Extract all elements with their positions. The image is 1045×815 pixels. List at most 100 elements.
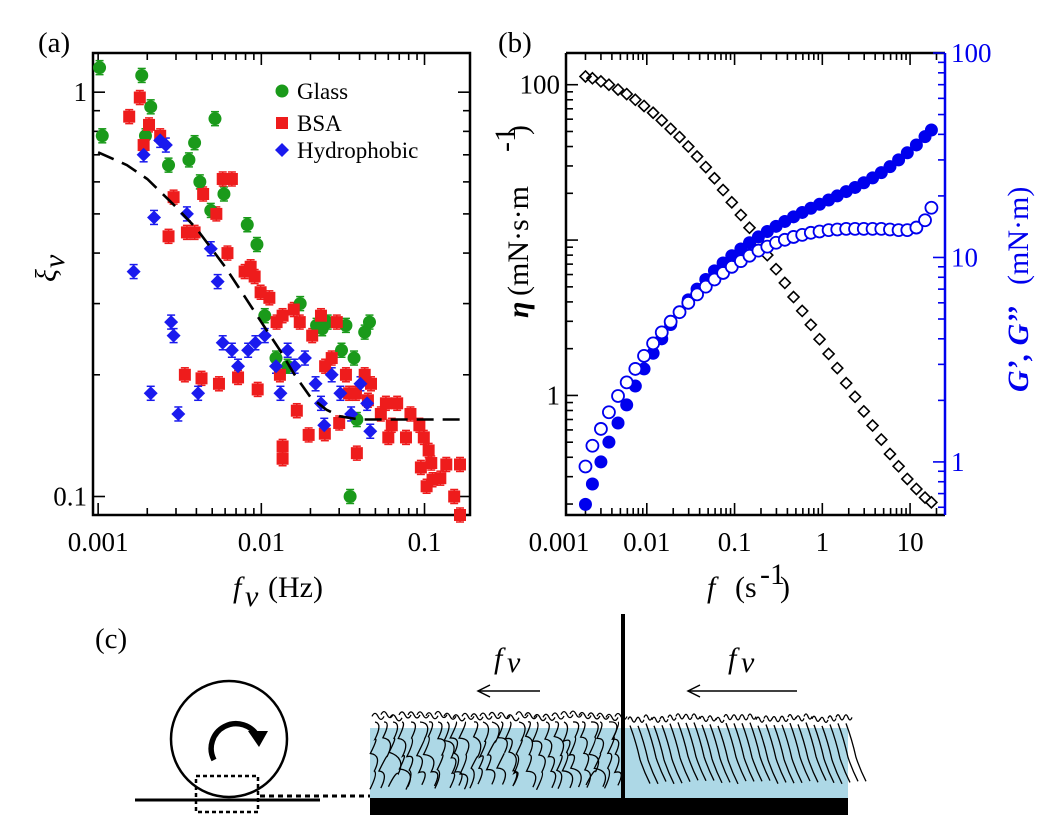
protein-head — [524, 712, 538, 720]
bsa-point — [325, 352, 338, 365]
g-label: G’, G’’ — [1002, 306, 1035, 392]
surfactant-head — [819, 716, 829, 723]
x-axis-label-f-b: f — [707, 571, 719, 604]
viscosity-point — [812, 332, 827, 346]
surfactant-tail — [733, 723, 755, 782]
panel-a-frame — [91, 51, 472, 517]
viscosity-point — [742, 221, 757, 235]
loss-modulus-point — [663, 314, 678, 329]
panel-c-schematic: (c) f v f v — [95, 614, 867, 815]
hydrophobic-point — [317, 418, 332, 433]
viscosity-point — [611, 82, 625, 97]
glass-point — [258, 309, 272, 323]
bsa-point — [123, 110, 136, 123]
protein-head — [371, 712, 385, 720]
bsa-point — [287, 303, 300, 316]
bsa-point — [302, 428, 315, 441]
storage-modulus-point — [602, 435, 616, 449]
surfactant-tail — [781, 724, 803, 784]
hydrophobic-point — [324, 367, 339, 382]
protein-strand — [611, 721, 622, 786]
glass-point — [193, 175, 207, 189]
protein-strand — [553, 721, 565, 789]
hydrophobic-point — [158, 138, 173, 153]
surfactant-head — [763, 715, 773, 722]
hydrophobic-point — [273, 386, 288, 401]
hydrophobic-point — [136, 147, 151, 162]
glass-point — [144, 100, 158, 114]
surfactant-head — [691, 713, 701, 720]
protein-head — [452, 714, 466, 722]
loss-modulus-point — [654, 325, 669, 340]
hydrophobic-point — [248, 335, 263, 350]
legend-glass-label: Glass — [297, 79, 348, 104]
surfactant-head — [771, 716, 781, 723]
viscosity-point — [865, 418, 880, 433]
loss-modulus-point — [646, 336, 661, 351]
hydrophobic-point — [210, 274, 225, 289]
bsa-point — [178, 368, 191, 381]
protein-strand — [512, 721, 526, 785]
protein-head — [542, 713, 556, 721]
x-axis-label-f: f — [233, 571, 245, 604]
loss-modulus-point — [909, 220, 924, 235]
viscosity-point — [909, 482, 924, 496]
glass-point — [343, 489, 357, 503]
surfactant-tail — [685, 722, 707, 782]
protein-strand — [397, 721, 412, 787]
surfactant-tail — [757, 725, 779, 784]
viscosity-point — [786, 290, 801, 304]
loss-modulus-point — [594, 422, 608, 436]
panel-b-tick-labels: 0.001 0.01 0.1 1 10 1 100 1 10 100 — [520, 38, 992, 557]
protein-strand — [544, 721, 557, 789]
viscosity-point — [681, 139, 695, 154]
bsa-point — [244, 260, 257, 273]
rotation-arrow-icon — [208, 720, 261, 762]
glass-point — [358, 325, 372, 339]
protein-strand — [434, 721, 446, 789]
viscosity-point — [857, 404, 871, 418]
loss-modulus-point — [672, 305, 687, 320]
hydrophobic-point — [353, 376, 368, 391]
bsa-point — [216, 172, 229, 185]
protein-head — [380, 711, 394, 719]
protein-strand — [449, 721, 463, 786]
surfactant-head — [723, 713, 733, 721]
surfactant-head — [627, 716, 637, 723]
protein-strand — [568, 721, 582, 788]
panel-b: (b) 0.001 0.01 0.1 1 10 1 100 1 10 100 η (mN·s·m … — [489, 27, 1035, 604]
bsa-point — [391, 397, 404, 410]
loss-modulus-point — [578, 459, 593, 474]
hydrophobic-point — [308, 376, 323, 391]
bsa-point — [276, 440, 289, 453]
surfactant-head — [731, 714, 741, 721]
protein-strand — [495, 721, 508, 785]
hydrophobic-point — [257, 328, 272, 343]
protein-strand — [377, 721, 392, 789]
surfactant-head — [643, 714, 653, 721]
protein-head — [578, 711, 592, 720]
protein-strand — [443, 721, 457, 789]
protein-head — [461, 712, 475, 720]
bsa-point — [162, 230, 175, 243]
protein-head — [398, 711, 412, 719]
glass-point — [188, 136, 202, 150]
viscosity-point — [585, 71, 600, 85]
bsa-point — [330, 316, 343, 329]
surfactant-tail — [629, 725, 651, 784]
storage-modulus-point — [924, 123, 938, 137]
loss-modulus-point — [698, 279, 713, 294]
protein-strand — [593, 721, 607, 788]
viscosity-point — [900, 472, 914, 486]
y-right-tick-label: 100 — [951, 38, 992, 68]
hydrophobic-point — [231, 359, 246, 374]
glass-point — [335, 343, 349, 357]
viscosity-point — [734, 208, 748, 222]
viscosity-point — [778, 276, 792, 290]
loss-modulus-point — [602, 405, 616, 420]
viscosity-point — [804, 318, 818, 332]
panel-a-y-axis-label: ξ ν — [30, 254, 71, 282]
panel-b-left-bottom-border — [564, 53, 945, 517]
surfactant-tail — [805, 722, 827, 781]
